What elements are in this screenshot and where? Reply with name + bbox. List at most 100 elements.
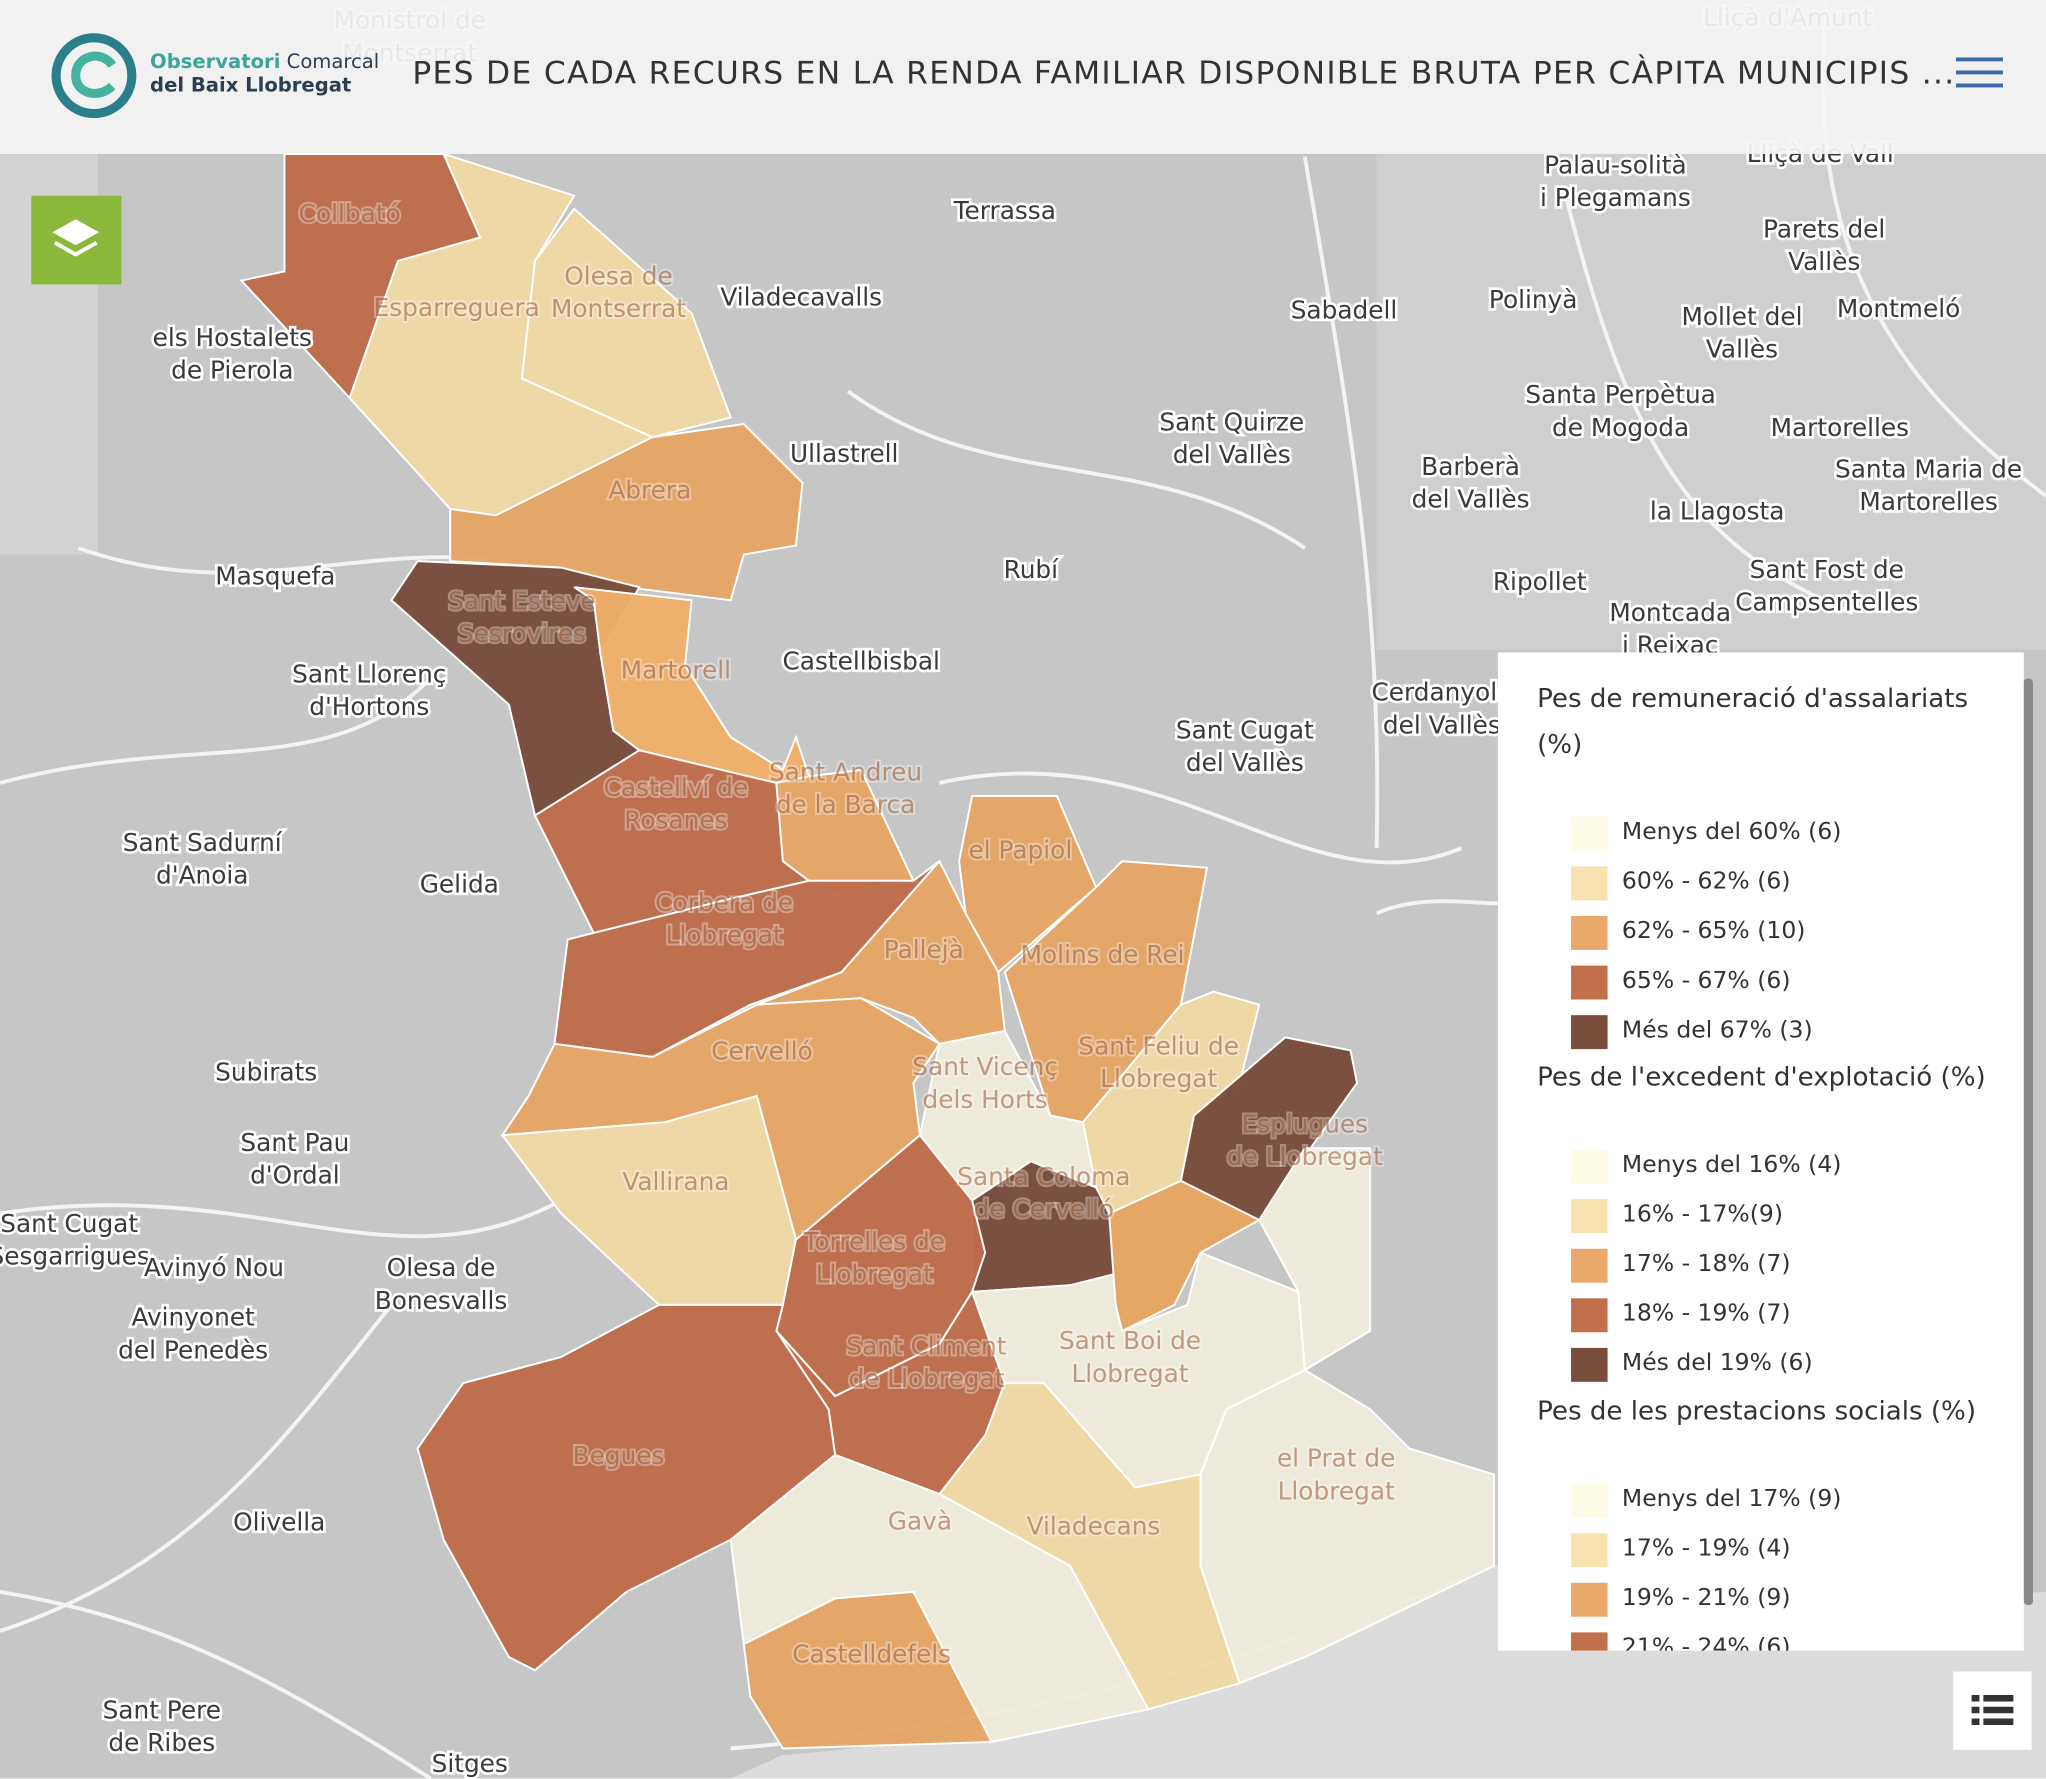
legend-label: 21% - 24% (6) bbox=[1621, 1633, 1791, 1651]
municipality-label: de la Barca bbox=[776, 790, 915, 819]
municipality-label: Castelldefels bbox=[792, 1639, 951, 1668]
municipality-label: Santa Coloma bbox=[957, 1162, 1130, 1191]
place-label: la Llagosta bbox=[1650, 496, 1785, 525]
place-label: Olesa de bbox=[387, 1253, 496, 1282]
place-label: d'Ordal bbox=[250, 1160, 340, 1189]
legend-label: 65% - 67% (6) bbox=[1621, 966, 1791, 995]
legend-swatch bbox=[1571, 1533, 1608, 1568]
municipality-label: Esparreguera bbox=[374, 293, 540, 322]
legend-swatch bbox=[1571, 1248, 1608, 1283]
municipality-label: de Cervelló bbox=[974, 1194, 1114, 1223]
municipality bbox=[742, 1590, 994, 1750]
place-label: del Vallès bbox=[1383, 710, 1501, 739]
municipality-label: Collbató bbox=[299, 199, 401, 228]
municipality-label: Llobregat bbox=[1071, 1359, 1188, 1388]
legend-swatch bbox=[1571, 1015, 1608, 1050]
place-label: i Plegamans bbox=[1540, 183, 1691, 212]
logo-text: del Baix Llobregat bbox=[150, 73, 352, 97]
municipality-label: Corbera de bbox=[655, 888, 793, 917]
legend-label: Menys del 17% (9) bbox=[1621, 1484, 1842, 1513]
municipality-label: Abrera bbox=[608, 475, 691, 504]
legend-swatch bbox=[1571, 866, 1608, 901]
place-label: de Ribes bbox=[108, 1728, 215, 1757]
legend-swatch bbox=[1571, 1632, 1608, 1651]
legend-title: Pes de remuneració d'assalariats (%) bbox=[1537, 682, 1969, 760]
municipality-label: Sant Esteve bbox=[448, 586, 596, 615]
legend: Pes de remuneració d'assalariats (%) Meny… bbox=[1497, 652, 2024, 1651]
place-label: Avinyó Nou bbox=[144, 1253, 284, 1282]
legend-swatch bbox=[1571, 965, 1608, 1000]
municipality-label: Torrelles de bbox=[802, 1227, 945, 1256]
municipality-label: Martorell bbox=[621, 656, 731, 685]
legend-swatch bbox=[1571, 1582, 1608, 1617]
place-label: Santa Maria de bbox=[1835, 455, 2022, 484]
place-label: els Hostalets bbox=[153, 323, 312, 352]
legend-swatch bbox=[1571, 916, 1608, 950]
place-label: d'Hortons bbox=[309, 692, 429, 721]
place-label: d'Anoia bbox=[156, 860, 248, 889]
place-label: Sant Pere bbox=[103, 1695, 221, 1724]
municipality bbox=[756, 859, 1006, 1045]
municipality-label: Sant Boi de bbox=[1059, 1326, 1201, 1355]
place-label: Masquefa bbox=[215, 562, 335, 591]
place-label: Montcada bbox=[1609, 598, 1731, 627]
municipality-label: Sant Feliu de bbox=[1078, 1031, 1239, 1060]
menu-button[interactable] bbox=[1955, 57, 2006, 91]
municipality-label: Molins de Rei bbox=[1021, 940, 1185, 969]
place-label: Bonesvalls bbox=[375, 1286, 508, 1315]
place-label: Cerdanyola bbox=[1371, 678, 1512, 707]
municipality-label: el Papiol bbox=[969, 836, 1073, 865]
municipality-label: Sant Climent bbox=[846, 1331, 1006, 1360]
layers-button[interactable] bbox=[31, 195, 122, 285]
municipality bbox=[1108, 1179, 1262, 1333]
place-label: Barberà bbox=[1421, 452, 1520, 481]
page-title: PES DE CADA RECURS EN LA RENDA FAMILIAR … bbox=[412, 54, 1956, 92]
place-label: Rubí bbox=[1004, 555, 1060, 584]
place-label: Avinyonet bbox=[131, 1303, 255, 1332]
legend-label: 62% - 65% (10) bbox=[1621, 917, 1806, 945]
place-label: Martorelles bbox=[1859, 487, 1997, 516]
municipality-label: Montserrat bbox=[551, 294, 686, 323]
place-label: Campsentelles bbox=[1735, 588, 1918, 617]
municipalities: Collbató Esparreguera Olesa de Montserrat Ab… bbox=[239, 152, 1496, 1750]
logo-word: Comarcal bbox=[286, 49, 380, 74]
municipality-label: Gavà bbox=[888, 1506, 952, 1535]
municipality-label: Castellví de bbox=[604, 773, 749, 802]
municipality-label: Viladecans bbox=[1027, 1512, 1161, 1541]
place-label: Viladecavalls bbox=[720, 282, 882, 311]
municipality-label: Llobregat bbox=[666, 920, 783, 949]
municipality-label: Esplugues bbox=[1242, 1110, 1368, 1139]
municipality-label: Vallirana bbox=[622, 1167, 729, 1196]
legend-swatch bbox=[1571, 1483, 1608, 1518]
place-label: Sesgarrigues bbox=[0, 1241, 150, 1270]
legend-swatch bbox=[1571, 1298, 1608, 1333]
legend-label: Menys del 60% (6) bbox=[1621, 818, 1842, 846]
place-label: Santa Perpètua bbox=[1525, 380, 1715, 409]
place-label: Parets del bbox=[1763, 214, 1885, 243]
place-label: del Vallès bbox=[1186, 748, 1304, 777]
municipality bbox=[1258, 1147, 1372, 1372]
legend-toggle[interactable] bbox=[1953, 1671, 2032, 1750]
place-label: del Vallès bbox=[1173, 440, 1291, 469]
municipality-label: Rosanes bbox=[624, 806, 727, 835]
place-label: Ripollet bbox=[1493, 567, 1587, 596]
legend-swatch bbox=[1571, 1149, 1608, 1184]
place-label: del Vallès bbox=[1412, 485, 1530, 514]
municipality-label: Pallejà bbox=[884, 935, 964, 964]
municipality-label: Cervelló bbox=[711, 1037, 813, 1066]
place-label: Sant Fost de bbox=[1750, 555, 1904, 584]
legend-label: 17% - 18% (7) bbox=[1621, 1250, 1791, 1278]
place-label: de Pierola bbox=[171, 355, 293, 384]
scrollbar[interactable] bbox=[2023, 678, 2033, 1605]
municipality-label: Sant Vicenç bbox=[912, 1052, 1058, 1081]
place-label: Montmeló bbox=[1837, 294, 1960, 323]
place-label: Sant Cugat bbox=[0, 1209, 138, 1238]
place-label: Polinyà bbox=[1489, 285, 1578, 314]
logo-mark bbox=[51, 33, 137, 119]
place-label: Sant Cugat bbox=[1176, 716, 1314, 745]
place-label: Martorelles bbox=[1771, 413, 1909, 442]
municipality-label: Sesrovires bbox=[458, 619, 586, 648]
legend-label: 16% - 17%(9) bbox=[1621, 1200, 1784, 1228]
